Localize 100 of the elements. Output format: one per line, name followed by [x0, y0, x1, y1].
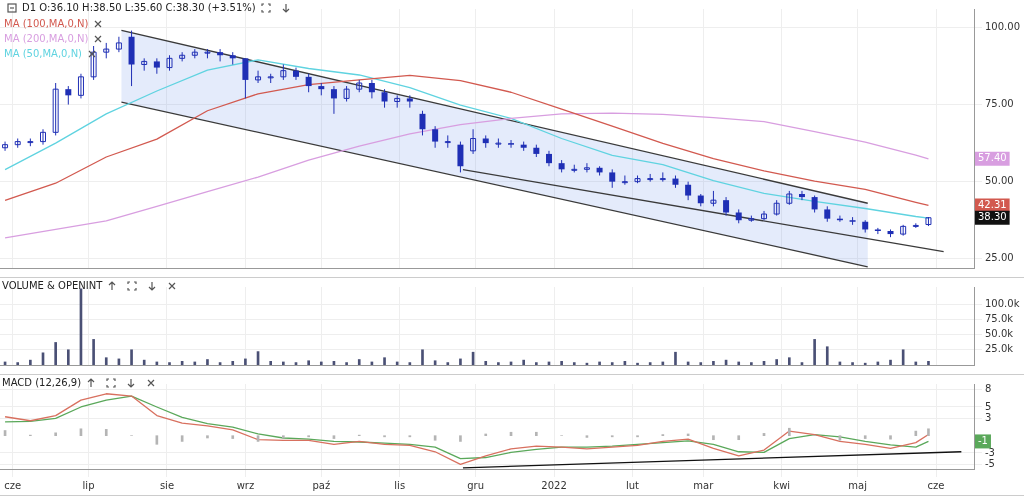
- bar: [712, 435, 715, 441]
- y-tick-label: -3: [985, 446, 995, 458]
- bar: [737, 361, 741, 365]
- bar: [598, 361, 601, 365]
- chart-title: D1 O:36.10 H:38.50 L:35.60 C:38.30 (+3.51%): [22, 2, 256, 13]
- bar: [825, 346, 829, 365]
- bar: [130, 349, 133, 365]
- y-tick-label: 25.00: [985, 252, 1014, 264]
- bar: [92, 339, 95, 365]
- bar: [54, 432, 57, 437]
- x-tick-label: mar: [693, 479, 715, 491]
- bar: [395, 361, 399, 365]
- x-tick-label: kwi: [773, 479, 791, 491]
- candlestick: [343, 85, 350, 102]
- bar: [737, 435, 741, 441]
- candlestick: [419, 110, 426, 136]
- bar: [535, 431, 538, 437]
- candlestick: [457, 141, 464, 173]
- x-tick-label: wrz: [236, 479, 255, 491]
- bar: [193, 361, 197, 365]
- bar: [535, 362, 538, 365]
- bar: [787, 427, 791, 437]
- candlestick: [470, 128, 477, 155]
- bar: [357, 359, 361, 365]
- bar: [307, 360, 310, 365]
- candlestick: [432, 125, 439, 149]
- y-tick-label: 5: [985, 400, 992, 412]
- y-tick-label: 100.00: [985, 21, 1020, 33]
- bar: [851, 362, 854, 365]
- y-tick-label: 75.0k: [985, 312, 1014, 324]
- bar: [421, 349, 424, 365]
- annotation: 42.31: [978, 198, 1007, 210]
- candlestick: [305, 73, 312, 93]
- bar: [104, 429, 108, 437]
- x-tick-label: maj: [848, 479, 867, 491]
- x-tick-label: 2022: [541, 479, 567, 491]
- bar: [16, 362, 20, 365]
- bar: [104, 357, 108, 365]
- candlestick: [621, 175, 628, 186]
- candlestick: [52, 82, 59, 136]
- annotation: -1: [978, 435, 988, 447]
- chart-title: MACD (12,26,9): [2, 377, 82, 388]
- bar: [244, 358, 247, 365]
- text: MA (100,MA,0,N): [4, 17, 89, 31]
- bar: [231, 361, 235, 365]
- y-tick-label: 8: [985, 383, 992, 395]
- y-tick-label: -5: [985, 458, 995, 469]
- candlestick: [444, 134, 451, 149]
- bar: [484, 433, 488, 437]
- text: MA (200,MA,0,N): [4, 32, 89, 46]
- bar: [497, 362, 500, 365]
- bar: [231, 435, 235, 439]
- bar: [282, 361, 285, 365]
- candlestick: [2, 141, 9, 152]
- bar: [775, 359, 778, 365]
- bar: [269, 361, 273, 365]
- x-tick-label: lis: [394, 479, 406, 491]
- bar: [142, 359, 146, 365]
- y-tick-label: 75.00: [985, 98, 1014, 110]
- candlestick: [723, 196, 730, 217]
- bar: [889, 359, 892, 365]
- candlestick: [40, 128, 47, 146]
- candlestick: [65, 85, 72, 106]
- bar: [712, 361, 715, 365]
- x-tick-label: cze: [4, 479, 22, 491]
- bar: [863, 435, 867, 439]
- bar: [282, 435, 285, 439]
- candlestick: [255, 70, 262, 84]
- candlestick: [394, 94, 401, 109]
- y-tick-label: 25.0k: [985, 343, 1014, 355]
- bar: [927, 361, 930, 365]
- bar: [813, 339, 816, 365]
- bar: [787, 357, 791, 365]
- bar: [585, 435, 589, 438]
- candlestick: [685, 181, 692, 201]
- candlestick: [798, 190, 805, 201]
- bar: [889, 435, 892, 440]
- bar: [345, 362, 348, 365]
- bar: [560, 361, 563, 365]
- y-tick-label: 3: [985, 412, 992, 424]
- candlestick: [242, 57, 249, 99]
- bar: [572, 362, 576, 365]
- x-tick-label: paź: [312, 479, 331, 491]
- annotation: 57.40: [978, 152, 1007, 164]
- text: MA (50,MA,0,N): [4, 47, 83, 61]
- bar: [459, 435, 462, 442]
- bar: [446, 362, 450, 365]
- candlestick: [609, 168, 616, 189]
- x-tick-label: lut: [625, 479, 640, 491]
- bar: [610, 362, 614, 365]
- bar: [319, 361, 323, 365]
- candlestick: [166, 54, 173, 72]
- bar: [459, 358, 462, 365]
- annotation: 38.30: [978, 211, 1007, 223]
- bar: [674, 351, 677, 365]
- bar: [484, 361, 488, 365]
- y-tick-label: 50.0k: [985, 328, 1014, 340]
- bar: [206, 359, 209, 365]
- candlestick: [141, 57, 148, 72]
- x-tick-label: cze: [927, 479, 945, 491]
